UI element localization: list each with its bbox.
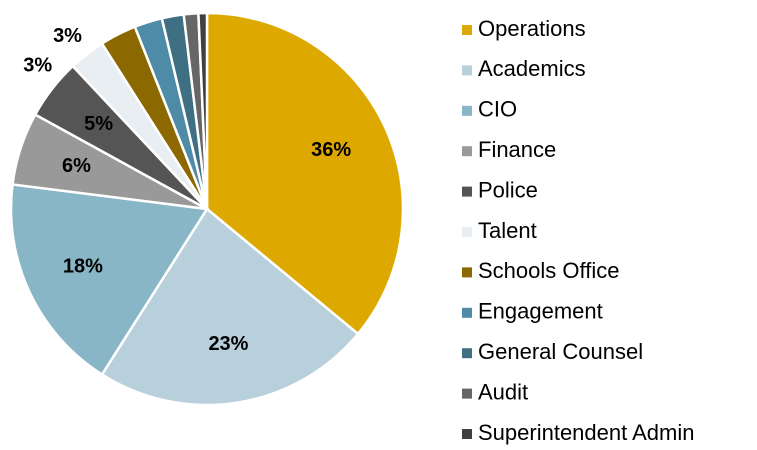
legend-label: Audit bbox=[478, 379, 528, 404]
legend-label: Schools Office bbox=[478, 258, 619, 283]
legend-label: Police bbox=[478, 177, 538, 202]
legend-swatch bbox=[462, 307, 472, 318]
legend-label: Academics bbox=[478, 56, 586, 81]
legend-label: Operations bbox=[478, 16, 586, 41]
legend-label: Engagement bbox=[478, 299, 603, 324]
data-label: 3% bbox=[23, 54, 52, 76]
data-label: 3% bbox=[53, 25, 82, 47]
legend-swatch bbox=[462, 227, 472, 237]
legend-swatch bbox=[462, 388, 472, 399]
legend-swatch bbox=[462, 267, 472, 278]
pie-slice bbox=[197, 11, 209, 210]
data-label: 6% bbox=[62, 155, 91, 177]
legend-label: Finance bbox=[478, 137, 556, 162]
legend-swatch bbox=[462, 186, 472, 197]
pie-slice bbox=[100, 207, 360, 407]
legend-label: Superintendent Admin bbox=[478, 420, 695, 445]
legend-swatch bbox=[462, 429, 472, 439]
data-label: 23% bbox=[208, 333, 248, 355]
pie-slice bbox=[9, 183, 210, 377]
legend-swatch bbox=[462, 348, 472, 359]
data-label: 18% bbox=[63, 256, 103, 278]
legend-label: CIO bbox=[478, 97, 517, 122]
data-label: 36% bbox=[311, 139, 351, 161]
data-label: 5% bbox=[84, 113, 113, 135]
legend-swatch bbox=[462, 25, 472, 35]
legend-swatch bbox=[462, 105, 472, 116]
pie-slice bbox=[205, 11, 405, 336]
legend-swatch bbox=[462, 65, 472, 76]
legend-swatch bbox=[462, 146, 472, 157]
legend-label: General Counsel bbox=[478, 339, 643, 364]
legend-label: Talent bbox=[478, 218, 537, 243]
